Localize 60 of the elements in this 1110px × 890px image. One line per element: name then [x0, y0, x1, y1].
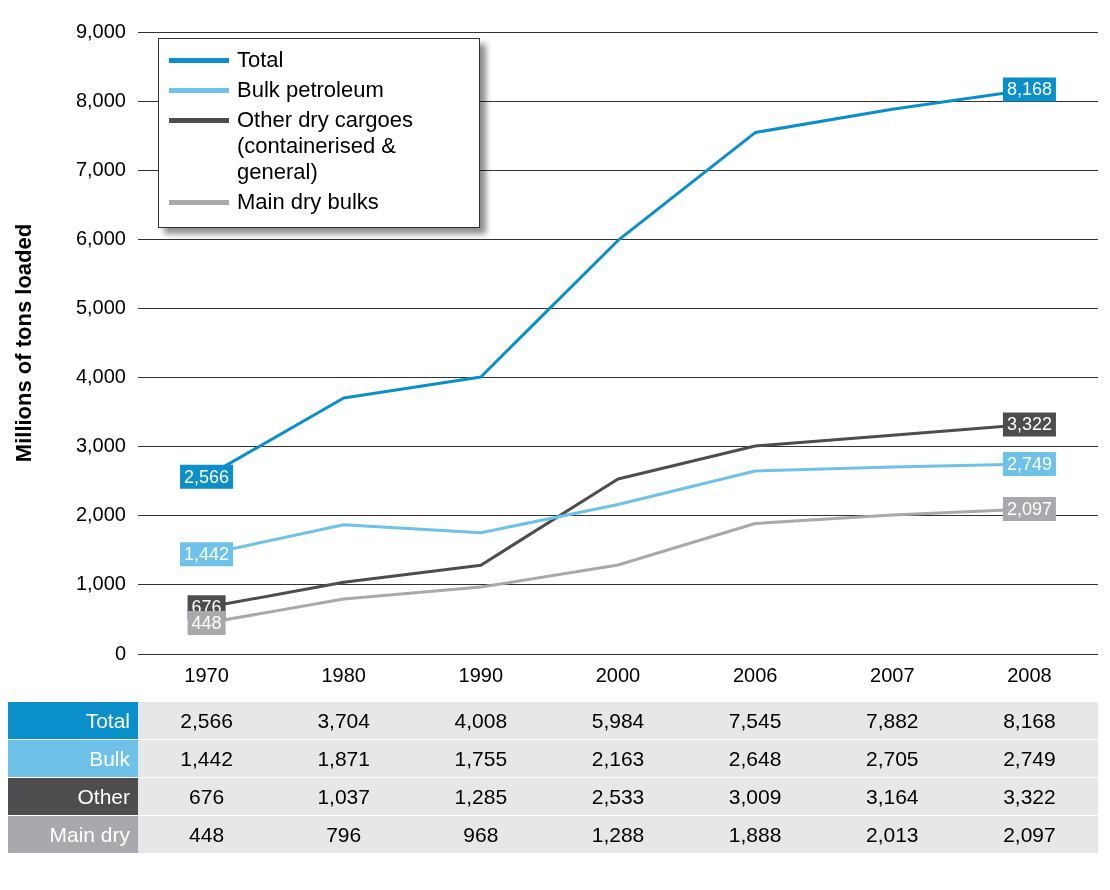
text: Total	[8, 702, 138, 740]
data-label: 3,009	[686, 778, 824, 816]
legend-label: Bulk petroleum	[237, 77, 384, 103]
x-tick-label: 2006	[732, 663, 778, 686]
data-label: 676	[138, 778, 276, 816]
data-label: 5,984	[549, 702, 687, 740]
y-tick-label: 8,000	[75, 88, 126, 111]
data-label: 3,164	[823, 778, 961, 816]
text: Main dry	[8, 816, 138, 854]
y-tick-label: 5,000	[75, 295, 126, 318]
legend-label: Main dry bulks	[237, 189, 379, 215]
annotation: 2,749	[1006, 453, 1052, 474]
data-label: 1,442	[138, 740, 276, 778]
annotation: 2,566	[184, 466, 230, 487]
data-label: 2,566	[138, 702, 276, 740]
x-tick-label: 1980	[321, 663, 366, 686]
data-label: 2,648	[686, 740, 824, 778]
data-label: 1,037	[275, 778, 413, 816]
data-label: 2,705	[823, 740, 961, 778]
y-tick-label: 9,000	[75, 19, 126, 42]
data-label: 2,749	[960, 740, 1098, 778]
annotation: 3,322	[1006, 414, 1052, 435]
legend-label: Other dry cargoes (containerised & general)	[237, 107, 415, 185]
data-label: 2,097	[960, 816, 1098, 854]
data-label: 3,322	[960, 778, 1098, 816]
x-tick-label: 2008	[1007, 663, 1052, 686]
annotation: 2,097	[1006, 499, 1052, 520]
data-label: 1,285	[412, 778, 550, 816]
data-label: 796	[275, 816, 413, 854]
text: Other	[8, 778, 138, 816]
x-tick-label: 1990	[458, 663, 504, 686]
y-tick-label: 7,000	[75, 157, 126, 180]
data-label: 2,533	[549, 778, 687, 816]
text: Bulk	[8, 740, 138, 778]
y-tick-label: 1,000	[75, 572, 126, 595]
data-label: 2,013	[823, 816, 961, 854]
data-label: 2,163	[549, 740, 687, 778]
data-label: 8,168	[960, 702, 1098, 740]
data-label: 7,545	[686, 702, 824, 740]
data-label: 448	[138, 816, 276, 854]
y-axis-title: Millions of tons loaded	[11, 223, 37, 463]
data-label: 3,704	[275, 702, 413, 740]
data-label: 1,888	[686, 816, 824, 854]
x-tick-label: 2007	[870, 663, 915, 686]
data-label: 1,871	[275, 740, 413, 778]
data-label: 1,755	[412, 740, 550, 778]
data-label: 4,008	[412, 702, 550, 740]
data-label: 1,288	[549, 816, 687, 854]
y-tick-label: 6,000	[75, 226, 126, 249]
annotation: 8,168	[1006, 79, 1052, 100]
y-tick-label: 0	[114, 641, 126, 664]
x-tick-label: 2000	[595, 663, 641, 686]
y-tick-label: 2,000	[75, 503, 126, 526]
annotation: 1,442	[184, 544, 230, 565]
data-label: 7,882	[823, 702, 961, 740]
legend-label: Total	[237, 47, 284, 73]
y-tick-label: 3,000	[75, 434, 126, 457]
x-tick-label: 1970	[184, 663, 229, 686]
y-tick-label: 4,000	[75, 365, 126, 388]
data-label: 968	[412, 816, 550, 854]
